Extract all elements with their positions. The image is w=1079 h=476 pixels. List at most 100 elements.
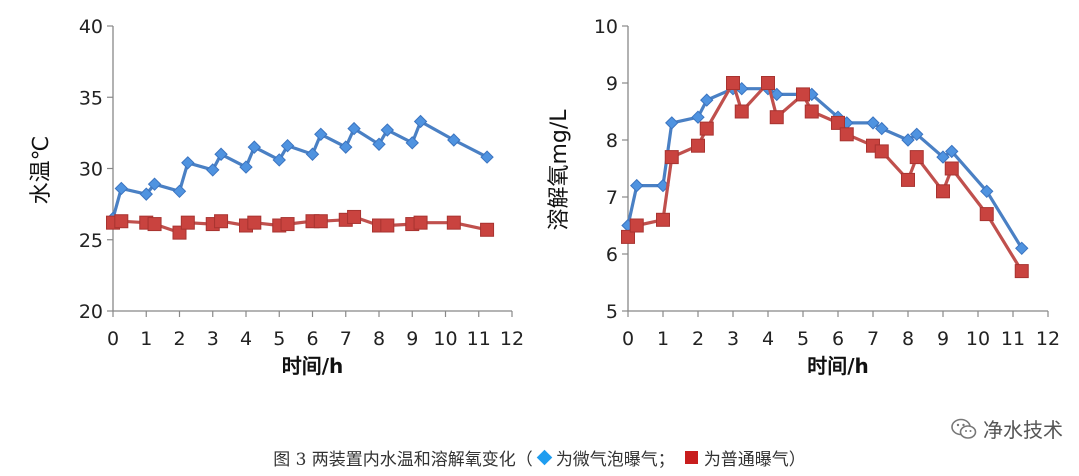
y-tick-label: 8 [606, 130, 618, 152]
x-tick-label: 0 [107, 328, 119, 350]
x-tick-label: 5 [797, 328, 809, 350]
x-tick-label: 8 [902, 328, 914, 350]
series-line-normal [112, 215, 488, 235]
data-point-microbubble [314, 127, 328, 142]
data-point-microbubble [665, 116, 679, 130]
data-point-normal [656, 212, 670, 227]
data-point-normal [761, 76, 775, 90]
data-point-normal [280, 217, 295, 232]
data-point-microbubble [413, 114, 428, 129]
x-tick-label: 9 [937, 328, 949, 350]
x-tick-label: 0 [622, 328, 634, 350]
data-point-normal [734, 104, 749, 119]
data-point-microbubble [875, 121, 889, 136]
series-line-microbubble [111, 119, 488, 219]
y-tick-label: 9 [606, 73, 618, 95]
data-point-microbubble [480, 150, 494, 164]
y-tick-label: 40 [79, 16, 103, 38]
x-tick-label: 11 [467, 328, 491, 350]
x-tick-label: 3 [727, 328, 739, 350]
x-tick-label: 5 [273, 328, 285, 350]
data-point-microbubble [139, 187, 153, 201]
data-point-microbubble [1015, 241, 1029, 256]
y-tick-label: 6 [606, 244, 618, 266]
y-tick-label: 30 [79, 159, 103, 181]
y-axis-title: 溶解氧mg/L [547, 109, 572, 231]
data-point-microbubble [866, 116, 880, 130]
series-line-microbubble [626, 87, 1024, 250]
data-point-normal [804, 104, 819, 119]
data-point-normal [944, 161, 959, 176]
data-point-microbubble [214, 147, 228, 161]
data-point-microbubble [305, 147, 320, 161]
data-point-microbubble [980, 184, 994, 199]
data-point-microbubble [405, 136, 419, 150]
data-point-normal [909, 150, 924, 165]
y-tick-label: 20 [79, 301, 103, 323]
data-point-microbubble [339, 140, 353, 154]
caption-legend-normal: 为普通曝气） [703, 449, 806, 470]
x-tick-label: 6 [306, 328, 318, 350]
data-point-microbubble [630, 178, 644, 193]
x-tick-label: 3 [207, 328, 219, 350]
data-point-normal [180, 215, 195, 230]
data-point-microbubble [700, 93, 714, 107]
x-tick-label: 4 [762, 328, 774, 350]
x-axis-title: 时间/h [807, 354, 869, 378]
data-point-microbubble [447, 133, 461, 147]
data-point-microbubble [910, 127, 924, 142]
data-point-normal [839, 127, 854, 142]
data-point-normal [726, 76, 740, 90]
x-tick-label: 4 [240, 328, 252, 350]
caption-prefix: 图 3 两装置内水温和溶解氧变化（ [273, 449, 533, 470]
data-point-normal [629, 218, 644, 233]
data-point-normal [313, 214, 328, 229]
y-tick-label: 7 [606, 187, 618, 209]
data-point-normal [147, 217, 162, 232]
data-point-normal [446, 215, 461, 230]
watermark-text: 净水技术 [983, 418, 1063, 442]
data-point-microbubble [945, 144, 959, 159]
caption-legend-microbubble: 为微气泡曝气； [555, 449, 675, 470]
data-point-microbubble [247, 140, 262, 154]
x-tick-label: 10 [966, 328, 990, 350]
x-tick-label: 8 [373, 328, 385, 350]
watermark: 净水技术 [951, 414, 1063, 443]
data-point-normal [621, 229, 635, 244]
data-point-normal [769, 110, 784, 125]
data-point-microbubble [280, 138, 295, 153]
data-point-normal [214, 214, 229, 229]
data-point-microbubble [936, 150, 950, 164]
data-point-normal [936, 184, 950, 199]
legend-diamond-icon [536, 449, 553, 465]
x-tick-label: 1 [140, 328, 152, 350]
y-tick-label: 10 [594, 16, 618, 38]
data-point-normal [480, 222, 495, 237]
data-point-normal [831, 115, 845, 130]
data-point-normal [979, 207, 994, 222]
data-point-microbubble [372, 137, 386, 151]
data-point-normal [1014, 264, 1029, 279]
x-axis-title: 时间/h [282, 354, 344, 378]
x-tick-label: 9 [406, 328, 418, 350]
y-tick-label: 35 [79, 87, 103, 109]
legend-square-icon [684, 450, 698, 464]
y-axis-title: 水温℃ [29, 136, 54, 205]
data-point-normal [901, 172, 915, 187]
data-point-microbubble [770, 87, 784, 102]
data-point-microbubble [272, 153, 286, 167]
data-point-normal [247, 215, 262, 230]
data-point-normal [347, 209, 362, 224]
x-tick-label: 10 [433, 328, 457, 350]
x-tick-label: 11 [1001, 328, 1025, 350]
data-point-normal [691, 138, 705, 153]
data-point-microbubble [380, 123, 395, 137]
data-point-normal [413, 215, 428, 230]
data-point-microbubble [347, 121, 361, 136]
series-line-normal [626, 81, 1024, 272]
x-tick-label: 7 [867, 328, 879, 350]
wechat-logo-icon [951, 418, 977, 439]
data-point-microbubble [181, 156, 195, 170]
data-point-normal [796, 87, 810, 102]
